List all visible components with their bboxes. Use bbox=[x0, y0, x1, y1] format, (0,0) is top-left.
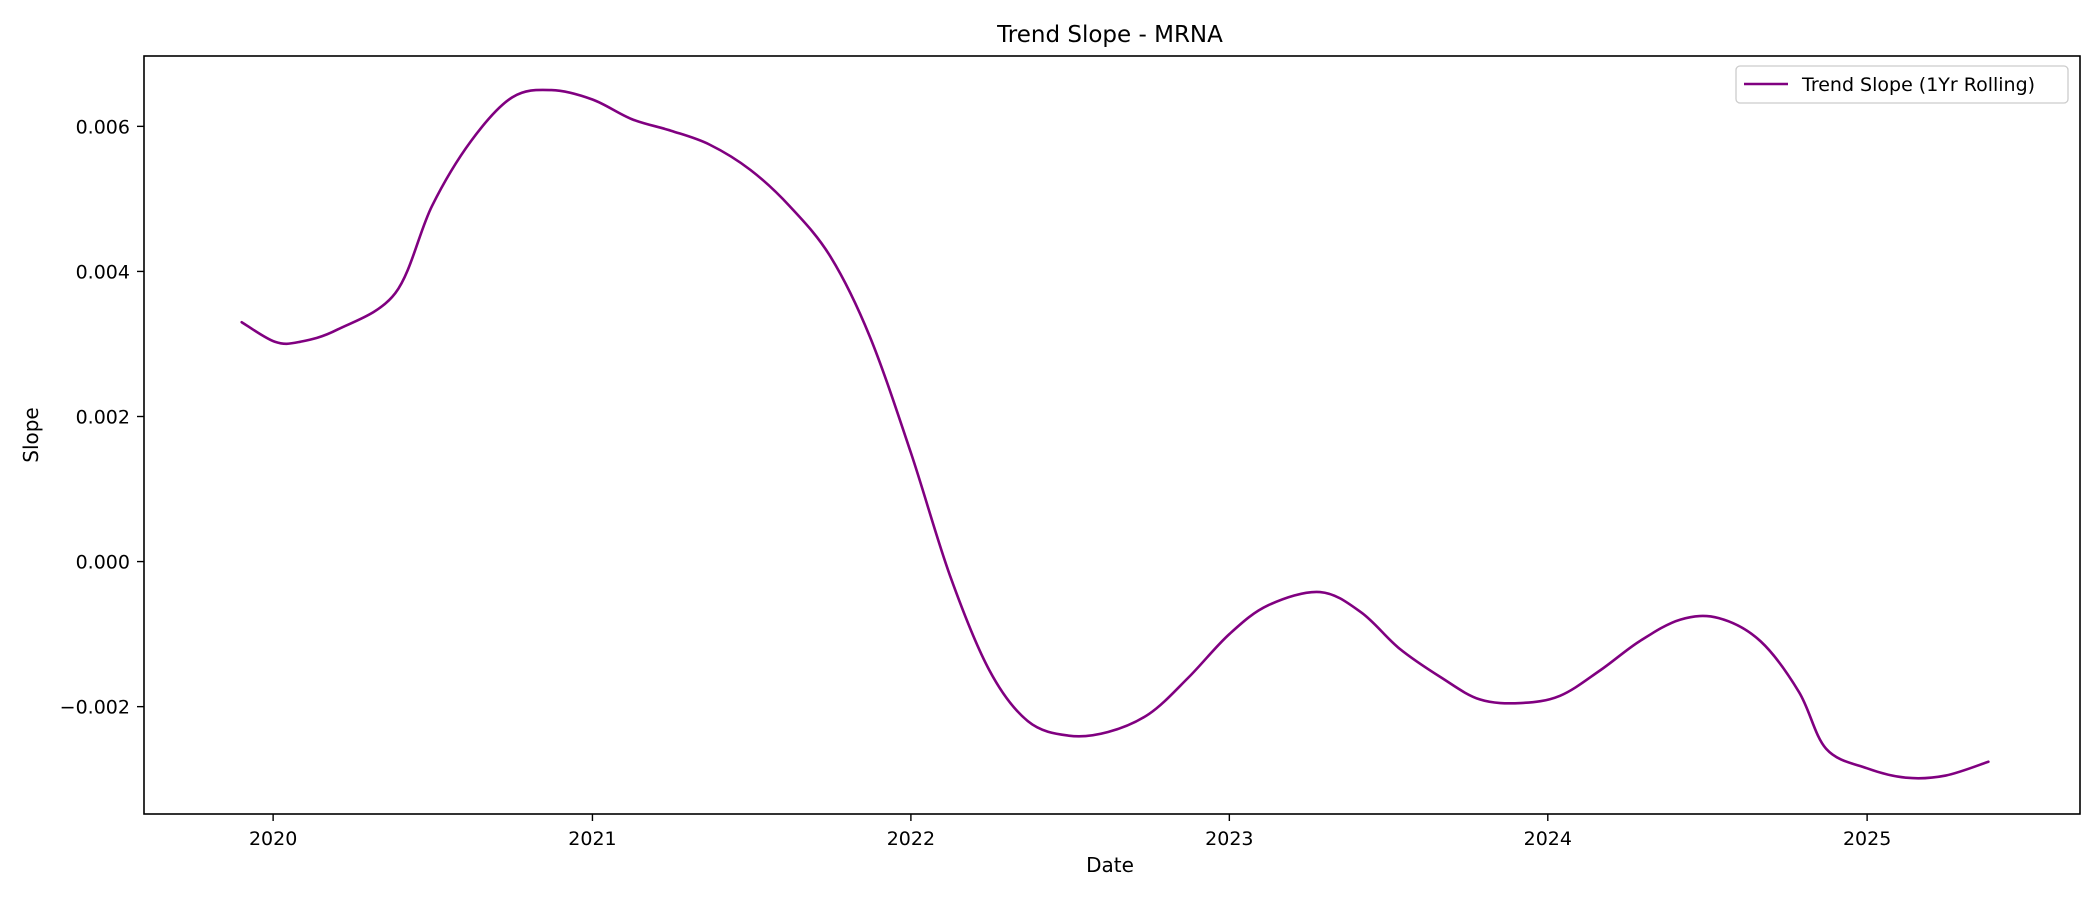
x-tick-label: 2023 bbox=[1205, 828, 1253, 850]
x-tick-label: 2022 bbox=[887, 828, 935, 850]
y-tick-label: 0.004 bbox=[76, 261, 130, 283]
x-tick-label: 2020 bbox=[249, 828, 297, 850]
y-tick-label: 0.002 bbox=[76, 407, 130, 429]
y-tick-label: 0.006 bbox=[76, 116, 130, 138]
x-axis: 2020 2021 2022 2023 2024 2025 bbox=[249, 814, 1891, 850]
x-tick-label: 2021 bbox=[568, 828, 616, 850]
axes-frame bbox=[143, 55, 2081, 815]
legend-frame bbox=[1735, 65, 2069, 104]
x-axis-label: Date bbox=[1086, 853, 1134, 877]
x-tick-label: 2024 bbox=[1524, 828, 1572, 850]
series-line-trend-slope bbox=[240, 88, 1990, 780]
plot-area bbox=[240, 88, 1990, 780]
legend: Trend Slope (1Yr Rolling) bbox=[1735, 65, 2069, 104]
y-axis-label: Slope bbox=[19, 407, 43, 463]
y-tick-label: −0.002 bbox=[60, 697, 130, 719]
y-axis: −0.002 0.000 0.002 0.004 0.006 bbox=[60, 116, 144, 719]
chart-title: Trend Slope - MRNA bbox=[996, 22, 1223, 48]
legend-label: Trend Slope (1Yr Rolling) bbox=[1801, 74, 2035, 96]
x-tick-label: 2025 bbox=[1843, 828, 1891, 850]
y-tick-label: 0.000 bbox=[76, 552, 130, 574]
